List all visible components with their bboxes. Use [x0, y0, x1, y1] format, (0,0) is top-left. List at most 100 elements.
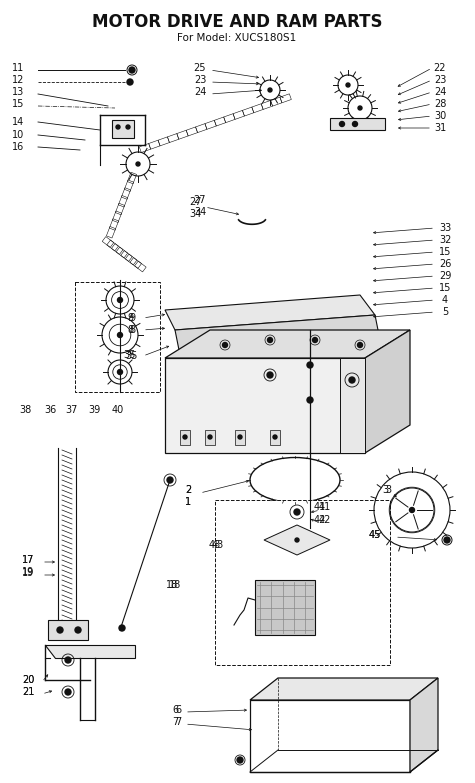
Text: 2: 2: [185, 485, 191, 495]
Text: 6: 6: [172, 705, 178, 715]
Text: 23: 23: [194, 75, 206, 85]
Text: 26: 26: [439, 259, 451, 269]
Circle shape: [237, 757, 243, 763]
Circle shape: [117, 370, 123, 374]
Text: 5: 5: [442, 307, 448, 317]
Text: 34: 34: [189, 209, 201, 219]
Text: 45: 45: [369, 530, 381, 540]
Circle shape: [267, 337, 273, 342]
Text: 3: 3: [382, 485, 388, 495]
Text: 20: 20: [22, 675, 34, 685]
Bar: [330, 118, 385, 130]
Text: 21: 21: [22, 687, 34, 697]
Text: 24: 24: [194, 87, 206, 97]
Circle shape: [349, 377, 355, 383]
Text: 30: 30: [434, 111, 446, 121]
Text: 17: 17: [22, 555, 34, 565]
Text: 16: 16: [12, 142, 24, 152]
Circle shape: [127, 79, 133, 85]
Text: For Model: XUCS180S1: For Model: XUCS180S1: [177, 33, 296, 43]
Text: MOTOR DRIVE AND RAM PARTS: MOTOR DRIVE AND RAM PARTS: [92, 13, 382, 31]
Text: 41: 41: [314, 502, 326, 512]
Bar: [205, 430, 215, 445]
Text: 27: 27: [189, 197, 201, 207]
Circle shape: [409, 507, 415, 513]
Text: 1: 1: [185, 497, 191, 507]
Text: 15: 15: [439, 247, 451, 257]
Text: 43: 43: [212, 540, 224, 550]
Text: 9: 9: [127, 313, 133, 323]
Bar: [215, 500, 390, 665]
Circle shape: [346, 83, 350, 87]
Text: 12: 12: [12, 75, 24, 85]
Text: 13: 13: [12, 87, 24, 97]
Bar: [250, 700, 410, 772]
Text: 40: 40: [112, 405, 124, 415]
Bar: [75, 282, 160, 392]
Text: 37: 37: [66, 405, 78, 415]
Bar: [48, 620, 88, 640]
Text: 28: 28: [434, 99, 446, 109]
Circle shape: [352, 121, 358, 127]
Text: 7: 7: [172, 717, 178, 727]
Circle shape: [183, 435, 187, 439]
Text: 21: 21: [22, 687, 34, 697]
Text: 3: 3: [385, 485, 391, 495]
Bar: [340, 358, 365, 453]
Bar: [255, 580, 315, 635]
Text: 6: 6: [175, 705, 181, 715]
Text: 1: 1: [185, 497, 191, 507]
Text: 33: 33: [439, 223, 451, 233]
Polygon shape: [264, 525, 330, 555]
Polygon shape: [165, 295, 375, 330]
Circle shape: [340, 121, 344, 127]
Bar: [235, 430, 245, 445]
Text: 4: 4: [442, 295, 448, 305]
Circle shape: [307, 397, 313, 403]
Text: 14: 14: [12, 117, 24, 127]
Polygon shape: [250, 678, 438, 700]
Text: 43: 43: [209, 540, 221, 550]
Circle shape: [129, 67, 135, 73]
Text: 32: 32: [439, 235, 451, 245]
Text: 2: 2: [185, 485, 191, 495]
Text: 24: 24: [434, 87, 446, 97]
Bar: [165, 358, 365, 453]
Circle shape: [267, 372, 273, 378]
Text: 22: 22: [434, 63, 446, 73]
Circle shape: [307, 362, 313, 368]
Circle shape: [65, 689, 71, 695]
Circle shape: [119, 625, 125, 631]
Circle shape: [358, 342, 362, 348]
Text: 15: 15: [439, 283, 451, 293]
Text: 19: 19: [22, 567, 34, 577]
Polygon shape: [175, 315, 380, 355]
Text: 20: 20: [22, 675, 34, 685]
Circle shape: [358, 106, 362, 110]
Circle shape: [313, 337, 317, 342]
Text: 7: 7: [175, 717, 181, 727]
Text: 39: 39: [88, 405, 100, 415]
Polygon shape: [365, 330, 410, 453]
Text: 29: 29: [439, 271, 451, 281]
Text: 23: 23: [434, 75, 446, 85]
Text: 41: 41: [319, 502, 331, 512]
Text: 8: 8: [127, 325, 133, 335]
Bar: [270, 430, 280, 445]
Circle shape: [444, 537, 450, 543]
Circle shape: [116, 125, 120, 129]
Circle shape: [136, 162, 140, 166]
Text: 35: 35: [126, 351, 138, 361]
Circle shape: [126, 125, 130, 129]
Circle shape: [167, 477, 173, 483]
Circle shape: [117, 298, 123, 302]
Text: 17: 17: [22, 555, 34, 565]
Circle shape: [208, 435, 212, 439]
Polygon shape: [45, 645, 135, 658]
Text: 35: 35: [124, 350, 136, 360]
Text: 25: 25: [194, 63, 206, 73]
Circle shape: [57, 627, 63, 633]
Text: 45: 45: [369, 530, 381, 540]
Text: 11: 11: [12, 63, 24, 73]
Text: 31: 31: [434, 123, 446, 133]
